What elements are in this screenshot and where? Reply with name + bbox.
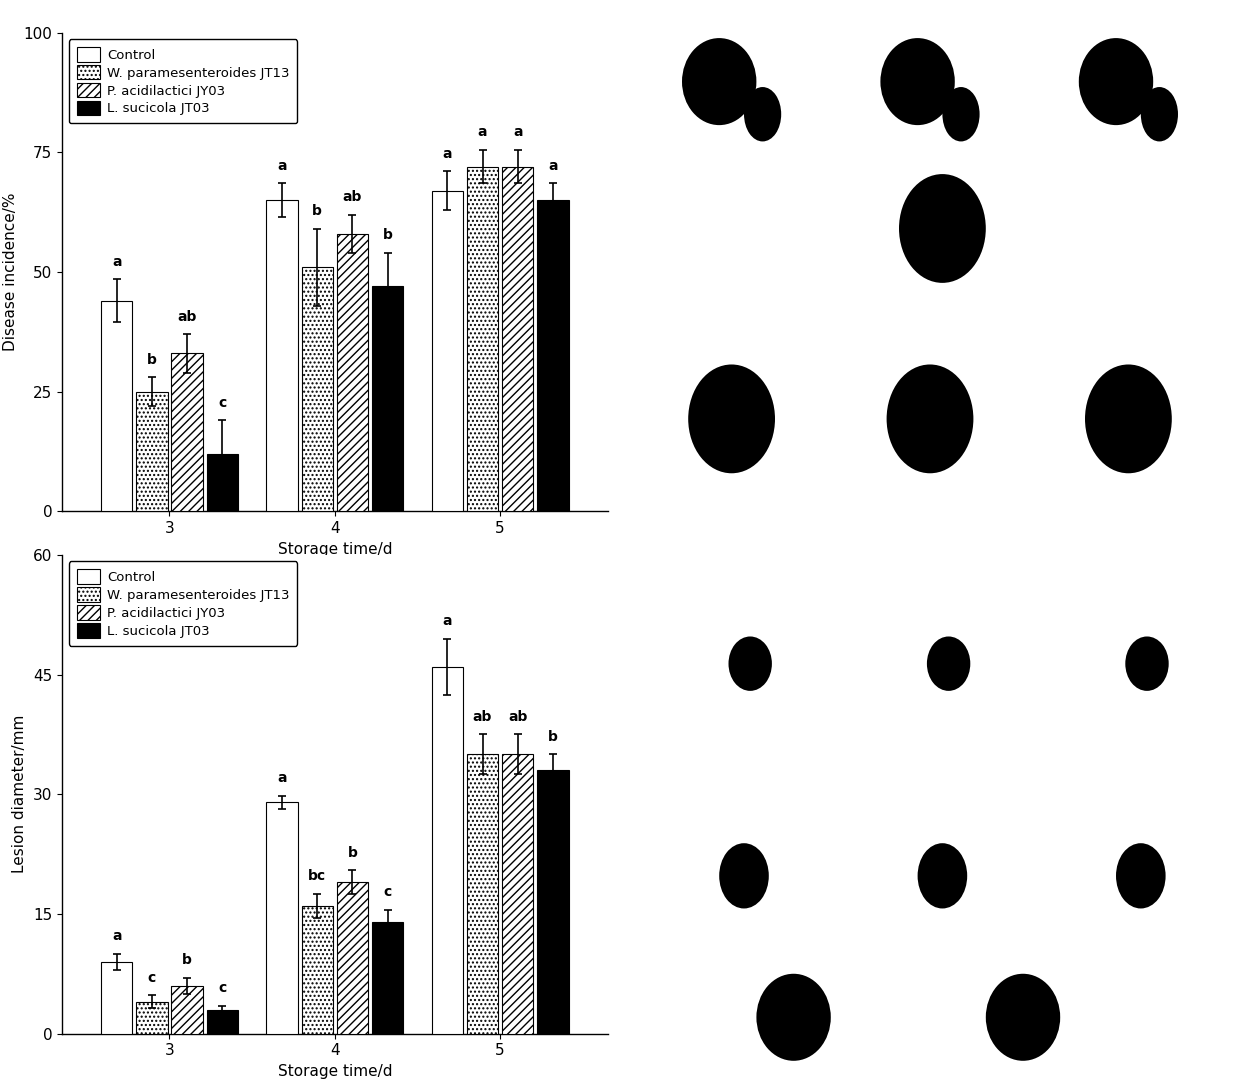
Bar — [466, 166, 498, 511]
Ellipse shape — [1116, 843, 1166, 908]
Bar — [100, 962, 133, 1034]
Bar — [432, 190, 463, 511]
Text: b: b — [182, 953, 192, 967]
Text: b: b — [548, 730, 558, 744]
Bar — [337, 882, 368, 1034]
Bar — [301, 906, 332, 1034]
Bar — [537, 770, 569, 1034]
Text: W. paramesenteroides JT13: W. paramesenteroides JT13 — [825, 536, 1035, 552]
Text: a: a — [548, 159, 558, 173]
Ellipse shape — [729, 636, 771, 691]
Bar — [502, 166, 533, 511]
Text: L. sucicola JT03: L. sucicola JT03 — [870, 1053, 990, 1068]
Ellipse shape — [756, 974, 831, 1061]
X-axis label: Storage time/d: Storage time/d — [278, 1064, 392, 1079]
Ellipse shape — [639, 321, 825, 517]
Text: ab: ab — [177, 310, 197, 324]
Ellipse shape — [1052, 16, 1205, 169]
Text: c: c — [148, 970, 156, 985]
Bar — [337, 234, 368, 511]
Ellipse shape — [1126, 636, 1168, 691]
Bar — [136, 1002, 167, 1034]
Ellipse shape — [1085, 364, 1172, 473]
Ellipse shape — [639, 588, 825, 783]
Ellipse shape — [926, 636, 971, 691]
Bar — [267, 802, 298, 1034]
Ellipse shape — [936, 936, 1110, 1088]
Bar — [136, 392, 167, 511]
Ellipse shape — [942, 87, 980, 141]
Ellipse shape — [1052, 598, 1205, 772]
Bar — [466, 754, 498, 1034]
Text: a: a — [278, 159, 286, 173]
Text: ab: ab — [342, 190, 362, 205]
Ellipse shape — [1079, 38, 1153, 125]
Bar — [537, 200, 569, 511]
Text: a: a — [278, 771, 286, 786]
Ellipse shape — [899, 174, 986, 283]
Ellipse shape — [1141, 87, 1178, 141]
Ellipse shape — [837, 794, 1023, 979]
Y-axis label: Disease incidence/%: Disease incidence/% — [2, 193, 17, 351]
Bar — [502, 754, 533, 1034]
Text: a: a — [443, 614, 453, 628]
Y-axis label: Lesion diameter/mm: Lesion diameter/mm — [12, 715, 27, 874]
Ellipse shape — [986, 974, 1060, 1061]
Ellipse shape — [655, 16, 808, 169]
Bar — [267, 200, 298, 511]
X-axis label: Storage time/d: Storage time/d — [278, 542, 392, 557]
Ellipse shape — [639, 794, 825, 979]
Text: a: a — [477, 125, 487, 139]
Ellipse shape — [1035, 321, 1221, 517]
Text: a: a — [112, 255, 122, 269]
Text: Control: Control — [903, 270, 957, 285]
Text: c: c — [383, 886, 392, 900]
Ellipse shape — [887, 364, 973, 473]
Bar — [372, 286, 403, 511]
Ellipse shape — [682, 38, 756, 125]
Ellipse shape — [688, 364, 775, 473]
Legend: Control, W. paramesenteroides JT13, P. acidilactici JY03, L. sucicola JT03: Control, W. paramesenteroides JT13, P. a… — [68, 561, 298, 645]
Bar — [207, 1010, 238, 1034]
Ellipse shape — [744, 87, 781, 141]
Ellipse shape — [719, 843, 769, 908]
Text: ab: ab — [472, 709, 492, 724]
Text: P. acidilactici JY03: P. acidilactici JY03 — [862, 803, 998, 818]
Bar — [171, 986, 203, 1034]
Text: a: a — [513, 125, 522, 139]
Bar — [100, 300, 133, 511]
Text: b: b — [347, 845, 357, 860]
Text: c: c — [218, 396, 227, 410]
Ellipse shape — [837, 321, 1023, 517]
Bar — [207, 454, 238, 511]
Legend: Control, W. paramesenteroides JT13, P. acidilactici JY03, L. sucicola JT03: Control, W. paramesenteroides JT13, P. a… — [68, 39, 298, 123]
Ellipse shape — [707, 936, 880, 1088]
Ellipse shape — [843, 141, 1017, 316]
Bar — [171, 354, 203, 511]
Bar — [301, 268, 332, 511]
Ellipse shape — [880, 38, 955, 125]
Ellipse shape — [1035, 794, 1221, 979]
Text: b: b — [146, 353, 156, 367]
Text: a: a — [112, 929, 122, 943]
Ellipse shape — [853, 16, 1007, 169]
Text: bc: bc — [309, 869, 326, 883]
Text: a: a — [443, 147, 453, 161]
Ellipse shape — [837, 577, 1023, 794]
Bar — [432, 667, 463, 1034]
Text: ab: ab — [508, 709, 527, 724]
Text: b: b — [383, 228, 393, 243]
Text: b: b — [312, 205, 322, 219]
Ellipse shape — [918, 843, 967, 908]
Bar — [372, 922, 403, 1034]
Text: c: c — [218, 981, 227, 996]
